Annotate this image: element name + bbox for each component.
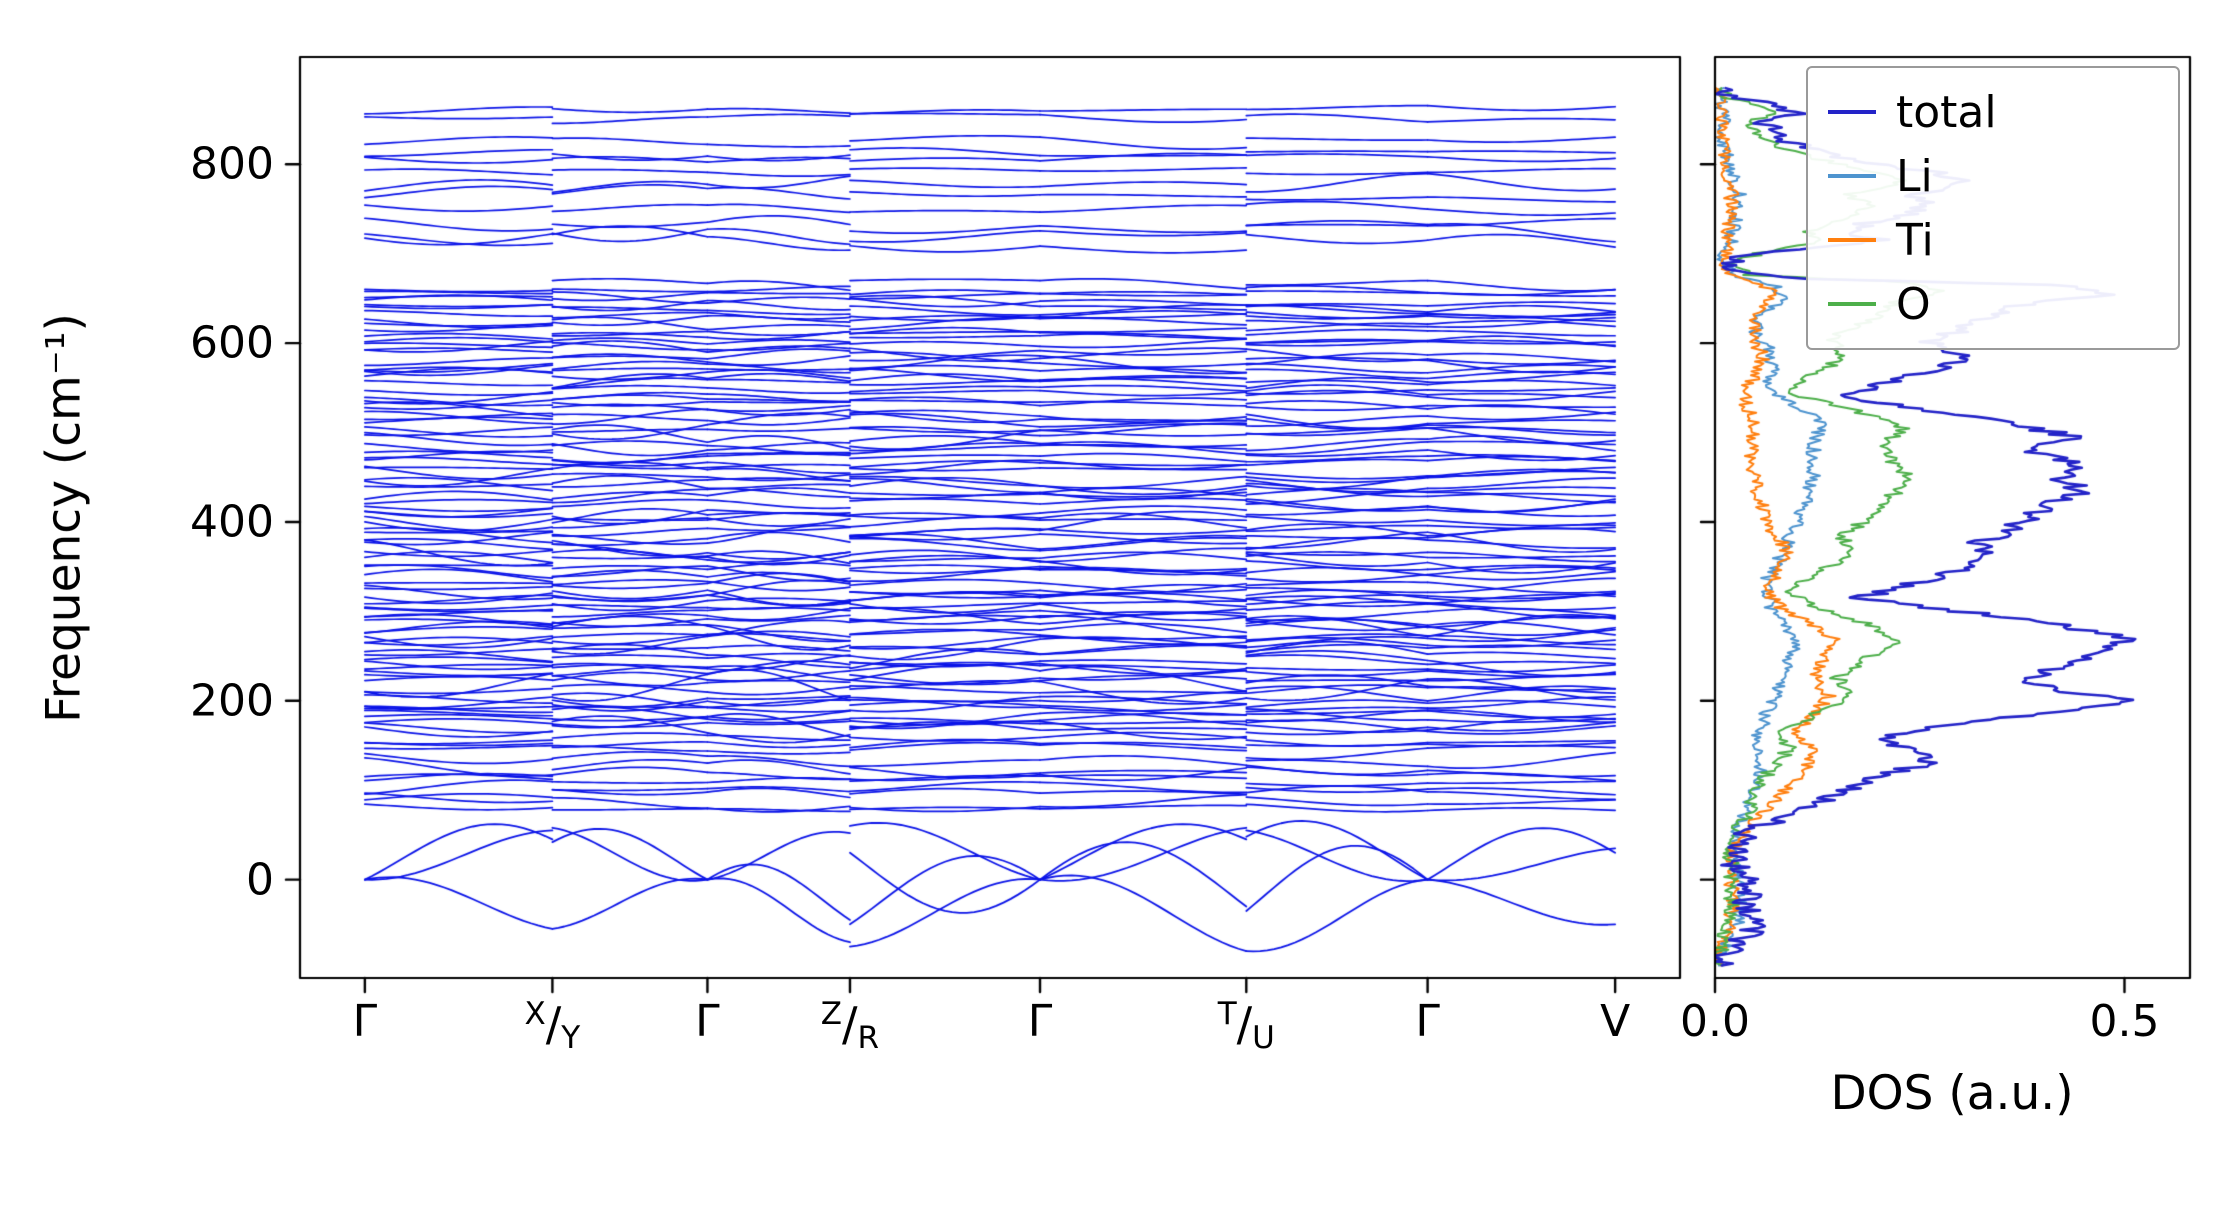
legend-item-label: Ti (1896, 214, 1934, 266)
dos-legend: total Li Ti O (1806, 66, 2180, 350)
x-tick-label: Γ (1027, 996, 1053, 1047)
dos-x-tick-label: 0.5 (2089, 996, 2160, 1047)
legend-item-label: total (1896, 86, 1997, 138)
legend-line-swatch (1828, 174, 1876, 178)
y-axis-label: Frequency (cm⁻¹) (36, 313, 92, 723)
x-tick-label: Γ (695, 996, 720, 1047)
legend-item-total: total (1828, 80, 2158, 144)
y-tick-label: 800 (190, 138, 274, 190)
legend-item-label: O (1896, 278, 1931, 330)
legend-item-li: Li (1828, 144, 2158, 208)
x-tick-label: Γ (1415, 996, 1440, 1047)
legend-item-o: O (1828, 272, 2158, 336)
dos-x-tick-label: 0.0 (1680, 996, 1750, 1047)
legend-item-ti: Ti (1828, 208, 2158, 272)
dos-axis-label: DOS (a.u.) (1830, 1066, 2074, 1121)
x-tick-label: Γ (352, 996, 378, 1047)
x-tick-label: Z/R (820, 996, 880, 1056)
y-tick-label: 600 (190, 317, 274, 369)
y-tick-label: 0 (246, 854, 274, 906)
x-tick-label: X/Y (524, 996, 581, 1056)
legend-line-swatch (1828, 238, 1876, 242)
y-tick-label: 200 (190, 675, 274, 727)
legend-item-label: Li (1896, 150, 1933, 202)
x-tick-label: T/U (1217, 996, 1275, 1056)
legend-line-swatch (1828, 110, 1876, 114)
y-tick-label: 400 (190, 496, 274, 548)
legend-line-swatch (1828, 302, 1876, 306)
x-tick-label: V (1600, 996, 1631, 1047)
